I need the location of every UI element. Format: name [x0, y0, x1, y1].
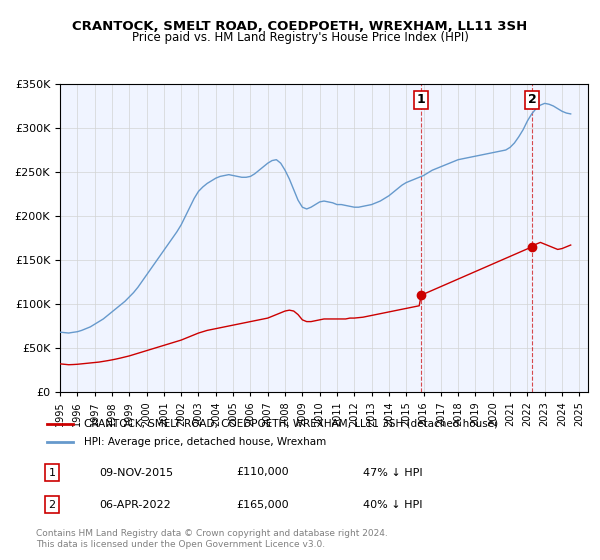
- Text: HPI: Average price, detached house, Wrexham: HPI: Average price, detached house, Wrex…: [83, 437, 326, 447]
- Text: 47% ↓ HPI: 47% ↓ HPI: [364, 468, 423, 478]
- Text: 1: 1: [49, 468, 55, 478]
- Text: CRANTOCK, SMELT ROAD, COEDPOETH, WREXHAM, LL11 3SH (detached house): CRANTOCK, SMELT ROAD, COEDPOETH, WREXHAM…: [83, 418, 497, 428]
- Text: 2: 2: [528, 93, 536, 106]
- Text: 2: 2: [48, 500, 55, 510]
- Text: 09-NOV-2015: 09-NOV-2015: [100, 468, 173, 478]
- Text: 40% ↓ HPI: 40% ↓ HPI: [364, 500, 423, 510]
- Text: Price paid vs. HM Land Registry's House Price Index (HPI): Price paid vs. HM Land Registry's House …: [131, 31, 469, 44]
- Text: 1: 1: [417, 93, 425, 106]
- Text: 06-APR-2022: 06-APR-2022: [100, 500, 171, 510]
- Text: CRANTOCK, SMELT ROAD, COEDPOETH, WREXHAM, LL11 3SH: CRANTOCK, SMELT ROAD, COEDPOETH, WREXHAM…: [73, 20, 527, 32]
- Text: Contains HM Land Registry data © Crown copyright and database right 2024.
This d: Contains HM Land Registry data © Crown c…: [36, 529, 388, 549]
- Text: £110,000: £110,000: [236, 468, 289, 478]
- Text: £165,000: £165,000: [236, 500, 289, 510]
